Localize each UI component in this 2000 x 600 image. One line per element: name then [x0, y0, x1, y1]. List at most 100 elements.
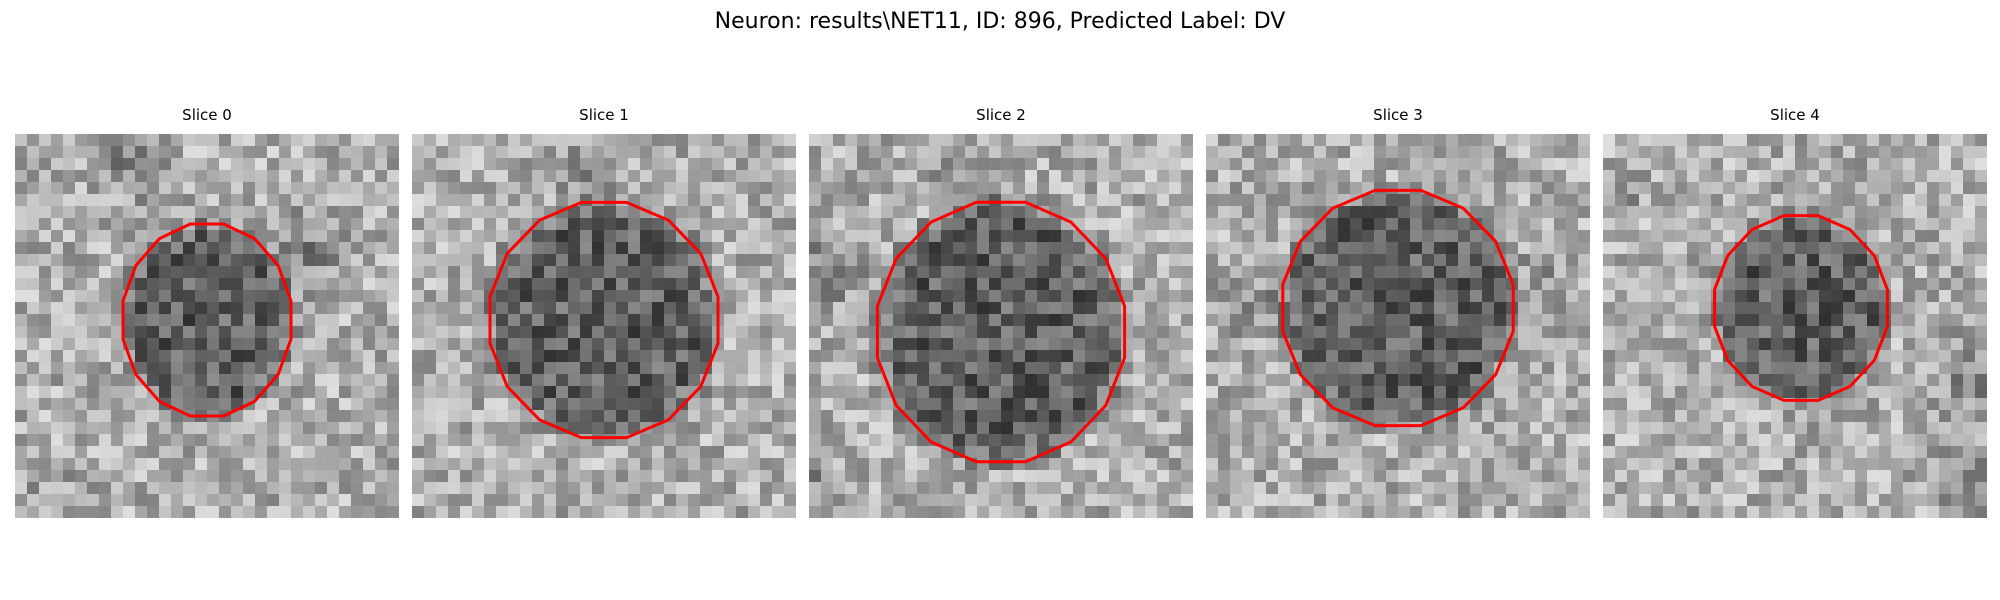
image-pixel: [412, 158, 424, 170]
image-pixel: [1446, 362, 1458, 374]
image-pixel: [1542, 158, 1554, 170]
image-pixel: [1639, 302, 1651, 314]
image-pixel: [87, 458, 99, 470]
image-pixel: [941, 506, 953, 518]
image-pixel: [1747, 266, 1759, 278]
image-pixel: [183, 302, 195, 314]
image-pixel: [1855, 266, 1867, 278]
image-pixel: [1627, 230, 1639, 242]
image-pixel: [544, 506, 556, 518]
image-pixel: [99, 470, 111, 482]
image-pixel: [1254, 302, 1266, 314]
image-pixel: [772, 230, 784, 242]
image-pixel: [1554, 386, 1566, 398]
image-pixel: [676, 434, 688, 446]
image-pixel: [27, 482, 39, 494]
image-pixel: [977, 290, 989, 302]
image-pixel: [1386, 362, 1398, 374]
image-pixel: [857, 146, 869, 158]
image-pixel: [1206, 350, 1218, 362]
image-pixel: [977, 182, 989, 194]
image-pixel: [592, 230, 604, 242]
image-pixel: [1795, 338, 1807, 350]
image-pixel: [652, 482, 664, 494]
image-pixel: [917, 410, 929, 422]
image-pixel: [219, 254, 231, 266]
image-pixel: [51, 506, 63, 518]
image-pixel: [1181, 302, 1193, 314]
image-pixel: [953, 458, 965, 470]
image-pixel: [195, 362, 207, 374]
image-pixel: [111, 206, 123, 218]
image-pixel: [1410, 146, 1422, 158]
image-pixel: [159, 242, 171, 254]
image-pixel: [1157, 290, 1169, 302]
image-pixel: [833, 410, 845, 422]
image-pixel: [869, 506, 881, 518]
image-pixel: [748, 434, 760, 446]
image-pixel: [1566, 206, 1578, 218]
image-pixel: [1037, 374, 1049, 386]
image-pixel: [833, 326, 845, 338]
image-pixel: [1663, 290, 1675, 302]
image-pixel: [1290, 170, 1302, 182]
image-pixel: [207, 170, 219, 182]
image-pixel: [1097, 134, 1109, 146]
image-pixel: [1687, 230, 1699, 242]
image-pixel: [171, 182, 183, 194]
image-pixel: [809, 338, 821, 350]
image-pixel: [1037, 458, 1049, 470]
image-pixel: [953, 374, 965, 386]
image-pixel: [231, 506, 243, 518]
image-pixel: [147, 410, 159, 422]
image-pixel: [291, 338, 303, 350]
image-pixel: [1615, 374, 1627, 386]
image-pixel: [1903, 290, 1915, 302]
image-pixel: [1963, 146, 1975, 158]
image-pixel: [700, 134, 712, 146]
image-pixel: [1771, 266, 1783, 278]
image-pixel: [1903, 206, 1915, 218]
image-pixel: [1470, 266, 1482, 278]
image-pixel: [1458, 494, 1470, 506]
image-pixel: [1422, 206, 1434, 218]
image-pixel: [845, 446, 857, 458]
image-pixel: [845, 218, 857, 230]
image-pixel: [640, 350, 652, 362]
image-pixel: [207, 266, 219, 278]
image-pixel: [87, 350, 99, 362]
image-pixel: [351, 326, 363, 338]
image-pixel: [784, 362, 796, 374]
image-pixel: [303, 254, 315, 266]
image-pixel: [1975, 398, 1987, 410]
image-pixel: [1398, 410, 1410, 422]
image-pixel: [580, 374, 592, 386]
image-pixel: [1410, 326, 1422, 338]
image-pixel: [1663, 146, 1675, 158]
slice-title: Slice 1: [412, 105, 796, 125]
image-pixel: [15, 470, 27, 482]
image-pixel: [568, 410, 580, 422]
image-pixel: [1939, 242, 1951, 254]
image-pixel: [27, 290, 39, 302]
image-pixel: [1410, 374, 1422, 386]
image-pixel: [387, 254, 399, 266]
image-pixel: [1049, 410, 1061, 422]
image-pixel: [1145, 254, 1157, 266]
image-pixel: [99, 374, 111, 386]
image-pixel: [905, 158, 917, 170]
image-pixel: [1494, 410, 1506, 422]
image-pixel: [1013, 242, 1025, 254]
image-pixel: [1855, 158, 1867, 170]
image-pixel: [1518, 482, 1530, 494]
image-pixel: [39, 398, 51, 410]
image-pixel: [183, 194, 195, 206]
image-pixel: [676, 422, 688, 434]
image-pixel: [532, 182, 544, 194]
image-pixel: [135, 194, 147, 206]
image-pixel: [1482, 194, 1494, 206]
image-pixel: [1843, 302, 1855, 314]
image-pixel: [544, 458, 556, 470]
image-pixel: [965, 326, 977, 338]
image-pixel: [363, 422, 375, 434]
